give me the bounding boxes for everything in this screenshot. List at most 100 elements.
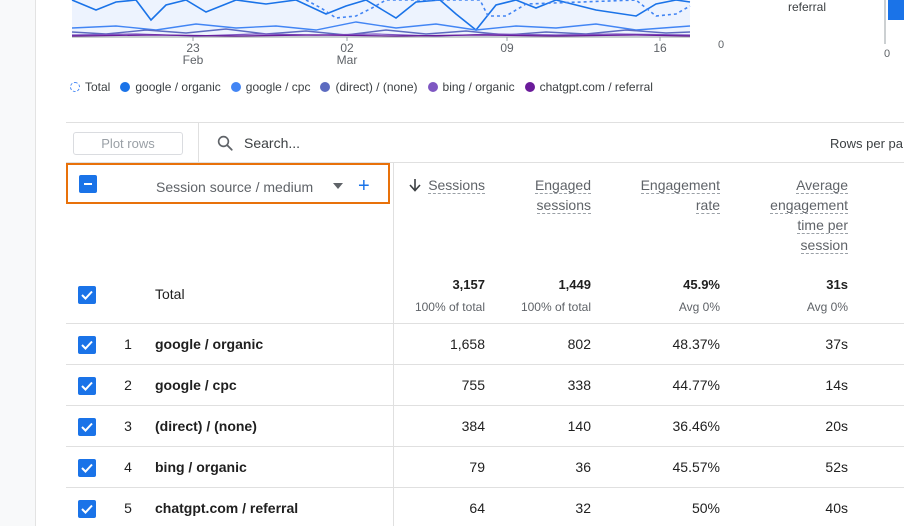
row-engaged-sessions: 140	[567, 418, 591, 434]
check-icon	[81, 340, 93, 350]
dimension-label: Session source / medium	[156, 179, 314, 195]
legend-item-bing[interactable]: bing / organic	[427, 80, 515, 94]
column-header-text: Engaged	[534, 177, 591, 194]
legend-dot-icon	[230, 82, 241, 92]
add-dimension-icon[interactable]: +	[358, 175, 370, 197]
table-row[interactable]: 3 (direct) / (none) 384 140 36.46% 20s	[66, 406, 904, 447]
x-tick-label: 02 Mar	[336, 41, 358, 67]
table-row[interactable]: 4 bing / organic 79 36 45.57% 52s	[66, 447, 904, 488]
row-sessions: 79	[469, 459, 485, 475]
row-checkbox[interactable]	[78, 500, 96, 518]
row-engagement-rate: 44.77%	[672, 377, 720, 393]
dimension-header[interactable]: Session source / medium +	[66, 163, 390, 204]
row-sessions: 64	[469, 500, 485, 516]
right-zero-label: 0	[884, 48, 891, 60]
search-input[interactable]	[244, 133, 544, 153]
line-chart: 23 Feb 02 Mar 09 16 0 0 referral	[36, 0, 904, 110]
total-row: Total 3,157 1,449 45.9% 31s 100% of tota…	[66, 270, 904, 324]
row-engaged-sessions: 338	[567, 377, 591, 393]
legend-item-google-cpc[interactable]: google / cpc	[230, 80, 310, 94]
side-label: referral	[788, 0, 827, 14]
check-icon	[81, 463, 93, 473]
table-row[interactable]: 2 google / cpc 755 338 44.77% 14s	[66, 365, 904, 406]
total-sessions-sub: 100% of total	[414, 300, 485, 314]
right-bar	[888, 0, 904, 20]
table-row[interactable]: 5 chatgpt.com / referral 64 32 50% 40s	[66, 488, 904, 526]
row-index: 5	[124, 500, 132, 516]
legend-item-direct[interactable]: (direct) / (none)	[320, 80, 418, 94]
rows-per-page-label: Rows per pa	[830, 136, 903, 151]
row-index: 4	[124, 459, 132, 475]
x-tick-label: 23 Feb	[182, 41, 204, 67]
row-avg-engagement-time: 52s	[825, 459, 848, 475]
row-checkbox[interactable]	[78, 459, 96, 477]
row-engagement-rate: 48.37%	[672, 336, 720, 352]
row-avg-engagement-time: 37s	[825, 336, 848, 352]
legend-dot-icon	[320, 82, 331, 92]
row-dimension-value: chatgpt.com / referral	[155, 500, 299, 516]
check-icon	[81, 290, 93, 300]
chevron-down-icon[interactable]	[333, 183, 343, 189]
row-dimension-value: (direct) / (none)	[155, 418, 257, 434]
plot-rows-button[interactable]: Plot rows	[73, 132, 183, 155]
y-zero-label: 0	[718, 39, 725, 51]
table-row[interactable]: 1 google / organic 1,658 802 48.37% 37s	[66, 324, 904, 365]
toolbar-divider	[198, 123, 199, 163]
column-header-text: Engagement	[640, 177, 720, 194]
check-icon	[81, 504, 93, 514]
row-checkbox[interactable]	[78, 377, 96, 395]
chart-canvas	[71, 0, 904, 44]
total-label: Total	[155, 286, 185, 302]
check-icon	[81, 422, 93, 432]
column-header-avg-engagement-time[interactable]: Average engagement time per session	[770, 175, 848, 255]
left-nav-rail	[0, 0, 36, 526]
column-divider	[393, 163, 394, 526]
series-line-chatgpt	[71, 34, 691, 37]
legend-dot-icon	[427, 82, 438, 92]
check-icon	[81, 381, 93, 391]
series-line-google-organic	[71, 0, 691, 32]
total-engagement-rate: 45.9%	[683, 277, 720, 292]
total-engaged-sessions: 1,449	[558, 277, 591, 292]
legend-item-chatgpt[interactable]: chatgpt.com / referral	[524, 80, 653, 94]
row-sessions: 384	[461, 418, 485, 434]
column-header-sessions[interactable]: Sessions	[428, 175, 485, 195]
legend-label: (direct) / (none)	[335, 80, 418, 94]
row-sessions: 1,658	[449, 336, 485, 352]
column-header-engaged-sessions[interactable]: Engaged sessions	[534, 175, 591, 215]
x-tick-label: 16	[653, 41, 667, 55]
column-header-text: engagement	[770, 197, 848, 214]
row-checkbox[interactable]	[78, 336, 96, 354]
legend-dot-icon	[70, 82, 80, 92]
search-icon	[217, 135, 233, 151]
select-all-checkbox[interactable]	[79, 175, 97, 193]
legend-item-google-organic[interactable]: google / organic	[120, 80, 221, 94]
legend-dot-icon	[524, 82, 535, 92]
total-avg-engagement-time: 31s	[826, 277, 848, 292]
total-checkbox[interactable]	[78, 286, 96, 304]
table-toolbar: Plot rows Rows per pa	[66, 122, 904, 163]
row-checkbox[interactable]	[78, 418, 96, 436]
row-engaged-sessions: 36	[575, 459, 591, 475]
column-header-text: time per	[797, 217, 848, 234]
column-header-text: Average	[796, 177, 848, 194]
legend-label: bing / organic	[442, 80, 515, 94]
column-header-text: Sessions	[428, 177, 485, 194]
row-engagement-rate: 45.57%	[672, 459, 720, 475]
legend-item-total[interactable]: Total	[70, 80, 110, 94]
total-sessions: 3,157	[452, 277, 485, 292]
row-dimension-value: google / cpc	[155, 377, 237, 393]
series-line-google-cpc	[71, 21, 691, 31]
x-tick-label: 09	[500, 41, 514, 55]
sort-down-arrow-icon[interactable]	[409, 178, 421, 192]
total-engagement-rate-sub: Avg 0%	[678, 300, 720, 314]
row-index: 1	[124, 336, 132, 352]
column-header-engagement-rate[interactable]: Engagement rate	[640, 175, 720, 215]
row-dimension-value: bing / organic	[155, 459, 247, 475]
total-engaged-sessions-sub: 100% of total	[520, 300, 591, 314]
total-avg-engagement-time-sub: Avg 0%	[806, 300, 848, 314]
chart-legend: Total google / organic google / cpc (dir…	[70, 80, 653, 94]
row-dimension-value: google / organic	[155, 336, 264, 352]
legend-label: google / organic	[135, 80, 221, 94]
row-avg-engagement-time: 20s	[825, 418, 848, 434]
